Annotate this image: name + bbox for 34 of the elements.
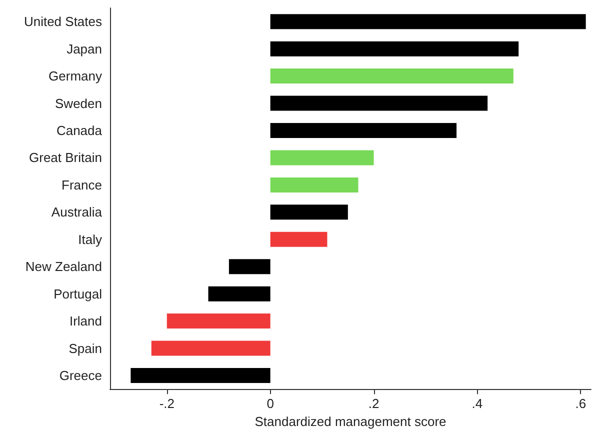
bar	[270, 41, 519, 56]
bar	[270, 177, 358, 192]
bar	[270, 68, 514, 84]
bar	[166, 314, 270, 329]
y-tick-label: Spain	[68, 340, 102, 356]
y-tick-label: New Zealand	[25, 259, 102, 274]
bar	[151, 340, 270, 356]
y-tick-label: Greece	[59, 368, 102, 383]
bar	[270, 14, 586, 30]
x-tick-label: -.2	[159, 396, 174, 412]
bar	[270, 96, 488, 111]
x-axis-title: Standardized management score	[254, 414, 446, 429]
y-tick-label: France	[62, 177, 102, 192]
y-tick-label: Germany	[48, 68, 102, 84]
y-tick-label: Great Britain	[29, 150, 102, 166]
x-tick-label: .2	[368, 396, 380, 412]
x-tick-label: 0	[266, 396, 274, 412]
y-tick-label: Portugal	[54, 286, 102, 302]
y-tick-label: Japan	[66, 41, 102, 56]
bar	[130, 368, 270, 383]
y-tick-label: Sweden	[55, 96, 102, 111]
bar	[270, 122, 457, 138]
y-tick-label: United States	[24, 14, 102, 30]
y-tick-label: Italy	[78, 232, 102, 247]
bar	[270, 150, 374, 166]
bar	[208, 286, 270, 302]
x-tick-label: .4	[472, 396, 483, 412]
bar	[228, 259, 270, 274]
bar	[270, 232, 328, 247]
x-tick-label: .6	[575, 396, 586, 412]
y-tick-label: Irland	[69, 314, 102, 329]
bar	[270, 204, 348, 220]
y-tick-label: Canada	[56, 122, 103, 138]
y-tick-label: Australia	[51, 204, 103, 220]
